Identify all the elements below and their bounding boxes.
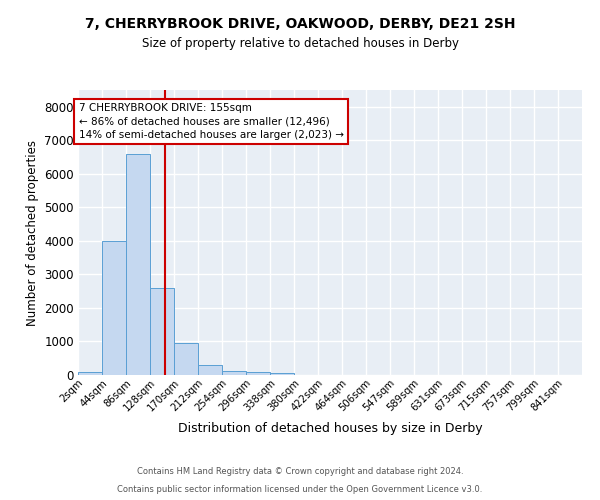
Text: Contains public sector information licensed under the Open Government Licence v3: Contains public sector information licen… [118, 485, 482, 494]
Bar [198, 364, 222, 375]
Bar [78, 372, 102, 375]
X-axis label: Distribution of detached houses by size in Derby: Distribution of detached houses by size … [178, 422, 482, 434]
Text: Contains HM Land Registry data © Crown copyright and database right 2024.: Contains HM Land Registry data © Crown c… [137, 467, 463, 476]
Bar [222, 370, 246, 375]
Text: 7 CHERRYBROOK DRIVE: 155sqm
← 86% of detached houses are smaller (12,496)
14% of: 7 CHERRYBROOK DRIVE: 155sqm ← 86% of det… [79, 104, 344, 140]
Text: 7, CHERRYBROOK DRIVE, OAKWOOD, DERBY, DE21 2SH: 7, CHERRYBROOK DRIVE, OAKWOOD, DERBY, DE… [85, 18, 515, 32]
Text: Size of property relative to detached houses in Derby: Size of property relative to detached ho… [142, 38, 458, 51]
Bar [102, 241, 126, 375]
Bar [126, 154, 150, 375]
Bar [246, 372, 270, 375]
Y-axis label: Number of detached properties: Number of detached properties [26, 140, 38, 326]
Bar [270, 372, 294, 375]
Bar [150, 288, 174, 375]
Bar [174, 343, 198, 375]
